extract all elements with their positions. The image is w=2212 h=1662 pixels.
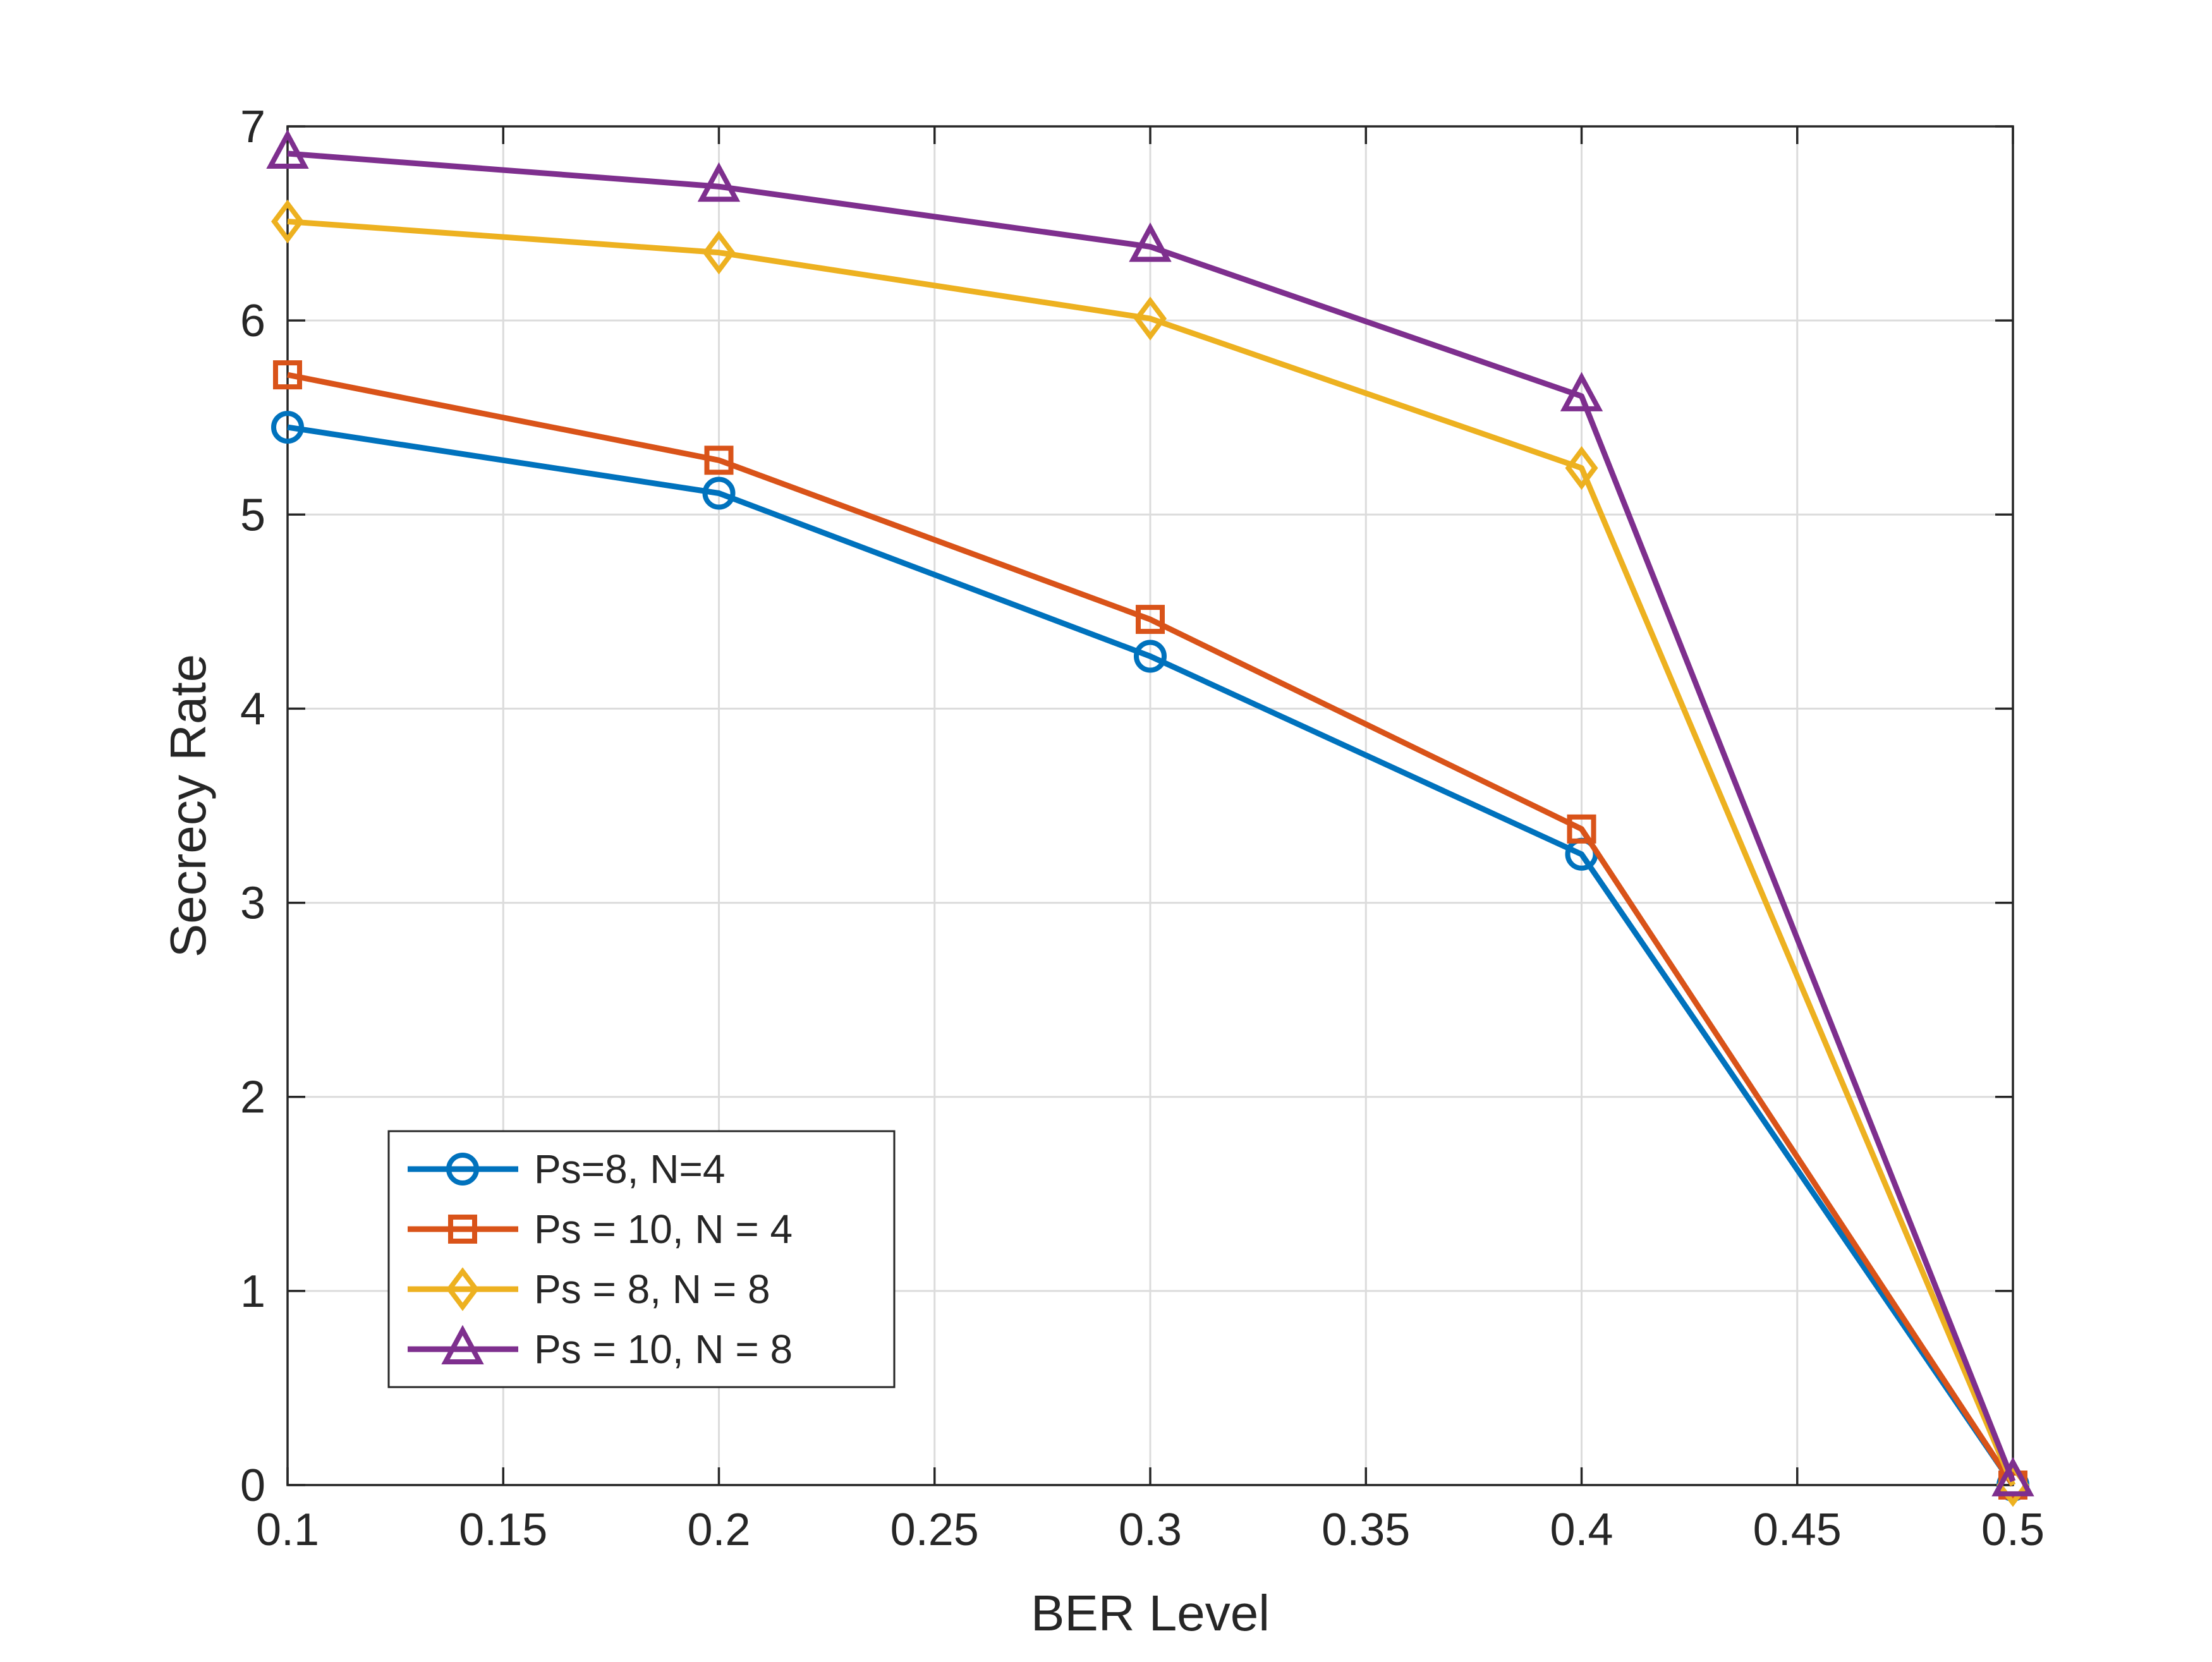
series-line bbox=[287, 424, 2015, 1487]
data-point bbox=[1567, 814, 1596, 844]
grid bbox=[288, 126, 2013, 1485]
legend-item: Ps = 10, N = 4 bbox=[408, 1206, 793, 1252]
data-point bbox=[1560, 372, 1603, 411]
x-tick-label: 0.15 bbox=[459, 1505, 547, 1555]
x-axis-label: BER Level bbox=[1031, 1585, 1270, 1641]
data-point bbox=[1991, 1457, 2034, 1496]
series-line bbox=[287, 219, 2016, 1486]
series-line bbox=[287, 150, 2016, 1483]
x-tick-label: 0.45 bbox=[1753, 1505, 1842, 1555]
legend-marker bbox=[446, 1153, 479, 1186]
data-point bbox=[266, 129, 309, 169]
data-point bbox=[704, 446, 734, 475]
legend-label: Ps=8, N=4 bbox=[534, 1146, 725, 1192]
y-tick-label: 7 bbox=[240, 102, 265, 152]
legend-label: Ps = 8, N = 8 bbox=[534, 1266, 770, 1312]
x-tick-label: 0.4 bbox=[1550, 1505, 1613, 1555]
y-tick-label: 3 bbox=[240, 878, 265, 929]
legend-label: Ps = 10, N = 4 bbox=[534, 1206, 793, 1252]
y-tick-label: 1 bbox=[240, 1266, 265, 1317]
series-lines bbox=[266, 129, 2034, 1507]
y-tick-label: 6 bbox=[240, 296, 265, 346]
legend-label: Ps = 10, N = 8 bbox=[534, 1326, 793, 1372]
data-point bbox=[1133, 296, 1167, 341]
axes: 0.1 0.15 0.2 0.25 0.3 0.35 0.4 0.45 0.5 0 1 2 3 4 5 6 7 bbox=[240, 102, 2045, 1555]
data-point bbox=[1134, 640, 1167, 673]
x-tick-label: 0.2 bbox=[687, 1505, 750, 1555]
x-tick-label: 0.3 bbox=[1119, 1505, 1182, 1555]
legend-marker bbox=[446, 1267, 479, 1311]
series-4 bbox=[266, 129, 2034, 1496]
data-point bbox=[271, 199, 304, 244]
y-axis-label: Secrecy Rate bbox=[160, 654, 216, 957]
legend[interactable]: Ps=8, N=4 Ps = 10, N = 4 Ps = 8, N = 8 Ps =… bbox=[387, 1130, 896, 1388]
y-tick-label: 2 bbox=[240, 1072, 265, 1123]
legend-item: Ps = 10, N = 8 bbox=[408, 1325, 793, 1372]
data-point bbox=[1129, 222, 1172, 262]
data-point bbox=[1136, 605, 1165, 634]
data-point bbox=[697, 162, 741, 202]
data-point bbox=[702, 230, 736, 275]
y-tick-label: 0 bbox=[240, 1460, 265, 1511]
data-point bbox=[1565, 446, 1598, 490]
series-line bbox=[287, 372, 2015, 1487]
legend-marker bbox=[441, 1325, 484, 1364]
legend-item: Ps = 8, N = 8 bbox=[408, 1266, 770, 1312]
x-tick-label: 0.25 bbox=[890, 1505, 979, 1555]
legend-marker bbox=[448, 1215, 477, 1244]
data-point bbox=[273, 360, 302, 390]
y-tick-label: 5 bbox=[240, 490, 265, 540]
x-tick-label: 0.35 bbox=[1322, 1505, 1410, 1555]
y-tick-label: 4 bbox=[240, 684, 265, 734]
x-tick-label: 0.1 bbox=[256, 1505, 319, 1555]
legend-item: Ps=8, N=4 bbox=[408, 1146, 725, 1192]
data-point bbox=[271, 411, 304, 444]
x-tick-label: 0.5 bbox=[1981, 1505, 2045, 1555]
data-point bbox=[702, 476, 736, 510]
